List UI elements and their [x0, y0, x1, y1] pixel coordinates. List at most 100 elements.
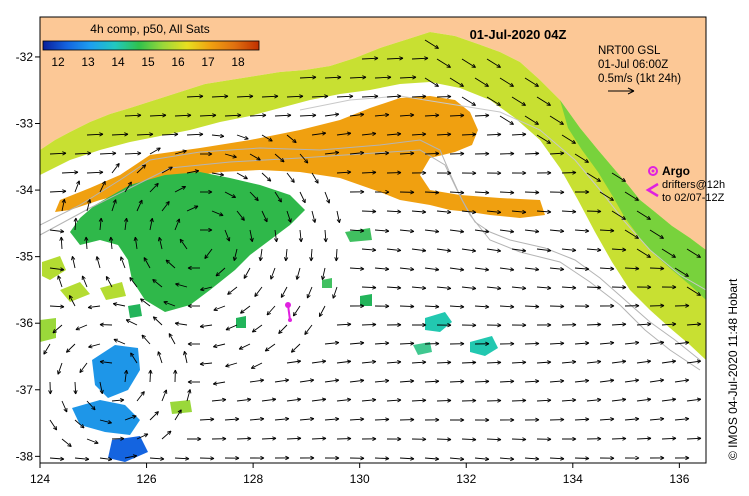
current-vector [461, 58, 476, 68]
current-vector-head [99, 322, 104, 327]
current-vector-head [254, 196, 259, 202]
current-vector-head [263, 217, 268, 223]
current-vector-head [173, 369, 178, 374]
current-vector-head [197, 436, 202, 442]
current-vector-head [290, 348, 296, 353]
current-vector-head [635, 303, 640, 308]
current-vector-head [696, 397, 702, 402]
current-vector-head [634, 196, 639, 201]
current-vector-head [222, 397, 227, 403]
current-vector-head [572, 359, 577, 365]
current-vector-head [460, 151, 465, 156]
current-vector-head [635, 455, 640, 461]
current-vector [599, 191, 614, 201]
current-vector [511, 361, 527, 364]
current-vector [129, 277, 138, 288]
current-vector [524, 229, 539, 233]
current-vector-head [496, 286, 502, 291]
current-vector-head [485, 113, 490, 118]
current-vector-head [301, 198, 306, 204]
current-vector-head [485, 190, 490, 195]
current-vector-head [597, 397, 602, 403]
current-vector [124, 415, 137, 421]
current-vector-head [238, 345, 244, 350]
sst-yg-patch-2 [60, 282, 90, 302]
current-vector-head [410, 190, 415, 195]
current-vector [386, 286, 401, 289]
current-vector [586, 172, 601, 182]
current-vector-head [187, 113, 192, 118]
current-vector-head [67, 442, 72, 448]
current-vector-head [299, 94, 304, 99]
current-vector [152, 316, 163, 326]
current-vector [311, 95, 329, 98]
current-vector [486, 286, 501, 289]
current-vector [224, 418, 239, 421]
current-vector-head [572, 285, 577, 290]
current-vector [611, 210, 626, 220]
current-vector [424, 152, 440, 155]
current-vector [586, 399, 601, 402]
current-vector [227, 286, 238, 295]
current-vector [96, 256, 101, 269]
current-vector-head [254, 292, 259, 297]
current-vector-head [597, 436, 602, 441]
current-vector-head [181, 186, 187, 190]
current-vector-head [99, 359, 105, 365]
current-vector-head [460, 417, 465, 423]
current-vector [499, 229, 514, 233]
current-vector-head [277, 198, 282, 203]
current-vector [306, 286, 313, 299]
current-vector-head [547, 360, 552, 365]
current-vector-head [187, 341, 192, 347]
current-vector [486, 96, 501, 106]
current-vector [436, 248, 451, 252]
current-vector [661, 248, 676, 258]
current-vector [249, 153, 261, 161]
current-vector-head [360, 266, 365, 271]
current-vector-head [509, 229, 515, 234]
current-vector-head [43, 350, 48, 355]
current-vector [674, 379, 689, 383]
current-vector [318, 305, 326, 317]
current-vector [57, 362, 63, 375]
current-vector-head [304, 330, 309, 335]
current-vector-head [560, 341, 565, 346]
current-vector-head [225, 326, 231, 331]
current-vector [499, 380, 515, 383]
current-vector-head [296, 359, 302, 364]
current-vector [286, 437, 302, 440]
current-vector-head [596, 359, 602, 364]
current-vector-head [659, 234, 664, 239]
current-vector-head [212, 381, 218, 386]
current-vector-head [547, 437, 552, 442]
current-vector-head [496, 101, 501, 106]
current-vector-head [163, 300, 168, 305]
current-vector-head [671, 253, 676, 258]
current-vector-head [697, 322, 702, 327]
current-vector [374, 229, 389, 232]
current-vector-head [73, 390, 78, 395]
current-vector-head [247, 436, 252, 441]
current-vector-head [274, 94, 279, 99]
current-vector-head [336, 218, 341, 224]
current-vector-head [359, 378, 365, 383]
current-vector-head [138, 199, 143, 205]
current-vector-head [372, 209, 377, 214]
current-vector-head [101, 180, 106, 186]
current-vector-head [360, 340, 365, 346]
current-vector-head [309, 257, 314, 262]
current-vector [311, 210, 316, 223]
current-vector [449, 191, 465, 194]
current-vector-head [585, 228, 590, 233]
sst-blue-patch-2 [72, 400, 140, 435]
current-vector-head [424, 56, 429, 61]
current-vector-head [152, 279, 157, 284]
current-vector-head [204, 254, 209, 259]
vectors-legend: NRT00 GSL 01-Jul 06:00Z 0.5m/s (1kt 24h) [598, 45, 681, 95]
current-vector [124, 152, 142, 155]
current-vector-head [522, 132, 527, 137]
sst-green-patch-3 [360, 294, 372, 306]
current-vector [336, 171, 351, 174]
current-vector-head [472, 398, 477, 403]
